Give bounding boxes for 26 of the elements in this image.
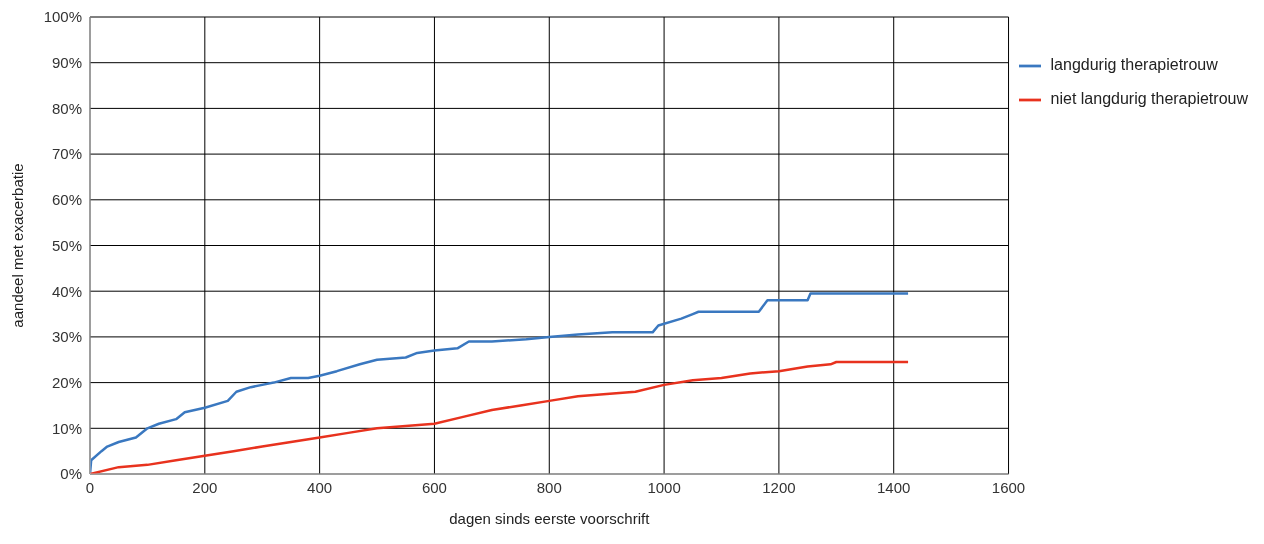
line-series xyxy=(90,292,910,474)
y-tick-label: 20% xyxy=(51,373,82,391)
y-tick-label: 100% xyxy=(43,8,82,26)
x-tick-label: 0 xyxy=(85,478,95,496)
y-tick-label: 0% xyxy=(60,465,82,483)
legend-label: langdurig therapietrouw xyxy=(1050,56,1218,73)
legend-label: niet langdurig therapietrouw xyxy=(1050,90,1248,107)
x-tick-label: 1600 xyxy=(991,478,1026,496)
y-tick-label: 50% xyxy=(51,236,82,254)
x-tick-label: 200 xyxy=(192,478,218,496)
y-tick-label: 70% xyxy=(51,145,82,163)
y-tick-label: 40% xyxy=(51,282,82,300)
y-tick-label: 90% xyxy=(51,54,82,72)
x-tick-label: 600 xyxy=(421,478,447,496)
x-tick-label: 1400 xyxy=(877,478,911,496)
y-tick-label: 80% xyxy=(51,99,82,117)
y-axis-title: aandeel met exacerbatie xyxy=(9,163,27,328)
y-tick-label: 60% xyxy=(51,191,82,209)
x-tick-label: 800 xyxy=(536,478,562,496)
x-tick-label: 1000 xyxy=(647,478,681,496)
x-tick-label: 1200 xyxy=(762,478,796,496)
line-series xyxy=(90,360,910,474)
y-tick-label: 30% xyxy=(51,328,82,346)
y-tick-label: 10% xyxy=(51,419,82,437)
x-axis-title: dagen sinds eerste voorschrift xyxy=(449,510,651,527)
x-tick-label: 400 xyxy=(307,478,333,496)
